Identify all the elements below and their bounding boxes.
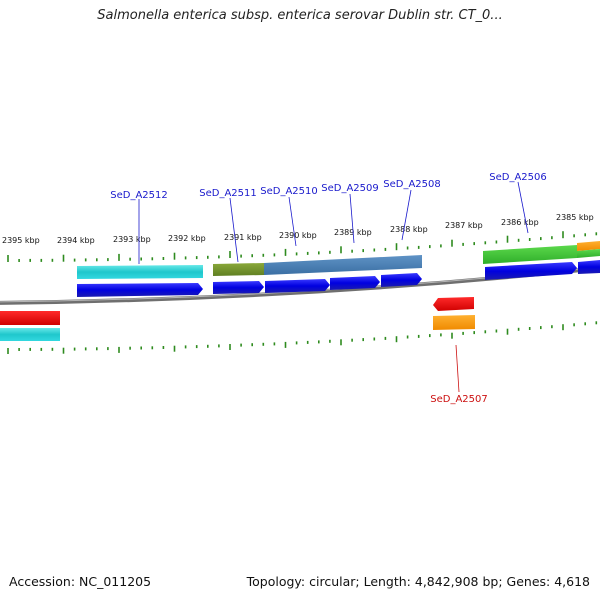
gene-arrow-sed-a2507[interactable] xyxy=(433,297,474,311)
scale-label: 2395 kbp xyxy=(2,236,40,245)
gene-arrow-next[interactable] xyxy=(578,260,600,274)
scale-label: 2394 kbp xyxy=(57,236,95,245)
inner-scale-ticks xyxy=(7,321,598,354)
outer-scale-ticks xyxy=(7,231,598,262)
gene-arrow-sed-a2506[interactable] xyxy=(485,262,577,280)
leader-line xyxy=(288,196,297,247)
gene-label-sed-a2508[interactable]: SeD_A2508 xyxy=(383,179,441,190)
gene-box-sed-a2506[interactable] xyxy=(483,245,577,264)
gene-arrow-sed-a2511[interactable] xyxy=(213,281,264,294)
gene-box-sed-a2511[interactable] xyxy=(213,263,264,276)
gene-label-sed-a2510[interactable]: SeD_A2510 xyxy=(260,186,318,197)
scale-label: 2387 kbp xyxy=(445,221,483,230)
scale-label: 2385 kbp xyxy=(556,213,594,222)
gene-box-orange-right[interactable] xyxy=(577,241,600,251)
forward-gene-track xyxy=(77,241,600,279)
scale-label: 2388 kbp xyxy=(390,225,428,234)
leader-line xyxy=(349,193,355,244)
gene-label-sed-a2509[interactable]: SeD_A2509 xyxy=(321,183,379,194)
gene-box-left-red[interactable] xyxy=(0,311,60,325)
leader-line xyxy=(517,181,529,234)
gene-box-green-right[interactable] xyxy=(577,249,600,258)
leader-line xyxy=(455,344,460,393)
gene-label-sed-a2511[interactable]: SeD_A2511 xyxy=(199,188,257,199)
leader-line xyxy=(401,189,412,241)
scale-label: 2393 kbp xyxy=(113,235,151,244)
gene-arrow-sed-a2508[interactable] xyxy=(381,273,422,287)
reverse-gene-track xyxy=(0,297,475,341)
scale-label: 2391 kbp xyxy=(224,233,262,242)
map-title: Salmonella enterica subsp. enterica sero… xyxy=(97,8,503,23)
gene-box-operon[interactable] xyxy=(264,255,422,275)
gene-box-sed-a2507[interactable] xyxy=(433,315,475,330)
accession-text: Accession: NC_011205 xyxy=(9,574,152,589)
gene-arrow-sed-a2510[interactable] xyxy=(265,279,330,293)
scale-labels: 2395 kbp 2394 kbp 2393 kbp 2392 kbp 2391… xyxy=(2,213,594,245)
forward-cds-track xyxy=(77,260,600,297)
gene-label-sed-a2506[interactable]: SeD_A2506 xyxy=(489,172,547,183)
gene-arrow-sed-a2512[interactable] xyxy=(77,283,203,297)
scale-label: 2392 kbp xyxy=(168,234,206,243)
scale-label: 2390 kbp xyxy=(279,231,317,240)
gene-labels: SeD_A2512 SeD_A2511 SeD_A2510 SeD_A2509 … xyxy=(110,172,547,405)
gene-label-sed-a2507[interactable]: SeD_A2507 xyxy=(430,394,488,405)
gene-box-left-cyan[interactable] xyxy=(0,328,60,341)
topology-text: Topology: circular; Length: 4,842,908 bp… xyxy=(246,574,590,589)
gene-label-sed-a2512[interactable]: SeD_A2512 xyxy=(110,190,168,201)
scale-label: 2386 kbp xyxy=(501,218,539,227)
label-leaders xyxy=(138,181,529,393)
leader-line xyxy=(229,197,239,263)
gene-box-sed-a2512[interactable] xyxy=(77,265,203,279)
gene-arrow-sed-a2509[interactable] xyxy=(330,276,380,290)
